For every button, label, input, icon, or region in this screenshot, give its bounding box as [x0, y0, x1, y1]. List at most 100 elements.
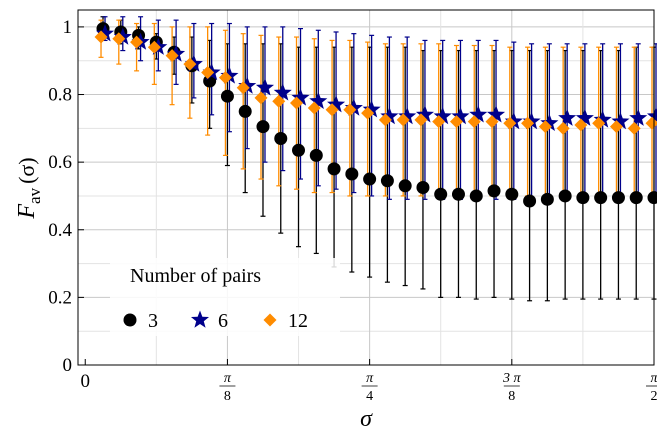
- series-3-point: [256, 120, 270, 134]
- legend-box: [110, 258, 340, 336]
- y-axis-label-sub: av: [25, 187, 44, 204]
- series-12-point: [414, 113, 428, 127]
- series-12-point: [396, 113, 410, 127]
- series-6-point: [451, 107, 470, 125]
- series-12-point: [218, 71, 232, 85]
- series-3-point: [451, 187, 465, 201]
- series-6-point: [380, 107, 399, 125]
- series-6-point: [504, 112, 523, 130]
- series-12-point: [574, 118, 588, 132]
- y-tick-label: 0.2: [48, 287, 72, 308]
- series-6-point: [398, 107, 417, 125]
- series-3-point: [540, 192, 554, 206]
- series-3-point: [363, 172, 377, 186]
- series-6-point: [629, 108, 648, 126]
- y-tick-label: 0.6: [48, 152, 72, 173]
- series-3-point: [576, 191, 590, 205]
- x-tick-label-numerator: π: [650, 371, 657, 386]
- series-12-point: [343, 103, 357, 117]
- series-3-point: [505, 187, 519, 201]
- series-12-point: [254, 91, 268, 105]
- series-12-point: [325, 103, 339, 117]
- series-6-point: [487, 105, 506, 123]
- series-12-point: [521, 116, 535, 130]
- series-6-point: [327, 95, 346, 113]
- series-12-point: [130, 35, 144, 49]
- series-3-point: [434, 187, 448, 201]
- x-tick-label-denominator: 8: [224, 389, 231, 404]
- legend-label-12: 12: [288, 310, 308, 332]
- x-tick-label-numerator: π: [224, 371, 232, 386]
- series-12-point: [272, 94, 286, 108]
- series-12-point: [432, 115, 446, 129]
- series-3-point: [292, 143, 306, 157]
- x-tick-label-numerator: π: [366, 371, 374, 386]
- series-12-point: [183, 57, 197, 71]
- data-markers: [94, 22, 657, 208]
- series-12-point: [449, 115, 463, 129]
- series-6-point: [220, 66, 239, 84]
- series-3-point: [238, 104, 252, 118]
- x-tick-label-numerator: 3 π: [502, 371, 522, 386]
- series-6-point: [433, 107, 452, 125]
- y-tick-label: 0.8: [48, 85, 72, 106]
- series-12-point: [467, 115, 481, 129]
- series-3-point: [523, 194, 537, 208]
- x-tick-label: 0: [80, 371, 90, 392]
- series-12-point: [485, 115, 499, 129]
- x-tick-label-denominator: 8: [508, 389, 515, 404]
- series-3-point: [647, 191, 657, 205]
- legend-label-6: 6: [218, 310, 228, 332]
- series-3-point: [398, 179, 412, 193]
- series-12-point: [165, 49, 179, 63]
- series-6-point: [291, 88, 310, 106]
- series-6-point: [255, 78, 275, 96]
- series-3-point: [274, 131, 288, 145]
- y-tick-label: 1: [63, 17, 73, 38]
- series-12-point: [236, 81, 250, 95]
- x-axis-label: σ: [360, 406, 373, 432]
- series-6-point: [238, 76, 257, 94]
- series-3-point: [309, 148, 323, 162]
- series-12-point: [290, 96, 304, 110]
- series-3-point: [416, 181, 430, 194]
- axis-ticks: 0 0.2 0.4 0.6 0.8 1 0 π 8 π 4 3 π 8 π 2: [48, 17, 657, 404]
- series-6-point: [309, 91, 328, 109]
- series-12-point: [556, 121, 570, 135]
- series-6-point: [558, 108, 577, 126]
- series-6-point: [95, 24, 115, 42]
- legend-marker-3: [123, 313, 137, 327]
- series-12-point: [112, 32, 126, 46]
- legend-entries: 3 6 12: [123, 310, 308, 332]
- series-12-point: [538, 120, 552, 134]
- series-3-point: [380, 174, 394, 188]
- series-3-point: [345, 167, 359, 181]
- series-6-point: [575, 108, 594, 126]
- legend-label-3: 3: [148, 310, 158, 332]
- series-6-point: [273, 83, 292, 101]
- series-12-point: [627, 121, 641, 135]
- series-3-point: [487, 184, 501, 198]
- series-6-point: [415, 105, 434, 123]
- series-12-point: [94, 30, 108, 44]
- series-3-point: [469, 189, 483, 203]
- series-12-point: [307, 101, 321, 115]
- series-6-point: [540, 113, 559, 131]
- series-12-point: [147, 40, 161, 54]
- series-3-point: [594, 191, 608, 205]
- x-tick-label-denominator: 2: [651, 389, 657, 404]
- y-tick-label: 0: [63, 355, 73, 376]
- series-12-point: [361, 106, 375, 120]
- legend-title: Number of pairs: [130, 265, 261, 287]
- series-12-point: [378, 113, 392, 127]
- series-12-point: [201, 66, 215, 80]
- series-6-point: [362, 100, 381, 118]
- y-axis-label-main: F: [14, 204, 40, 220]
- series-3-point: [558, 189, 572, 203]
- plot-frame: [77, 9, 655, 366]
- legend-marker-6: [190, 310, 210, 328]
- legend-marker-12: [263, 313, 277, 327]
- series-12-point: [609, 120, 623, 134]
- y-tick-label: 0.4: [48, 220, 72, 241]
- series-3-point: [611, 191, 625, 205]
